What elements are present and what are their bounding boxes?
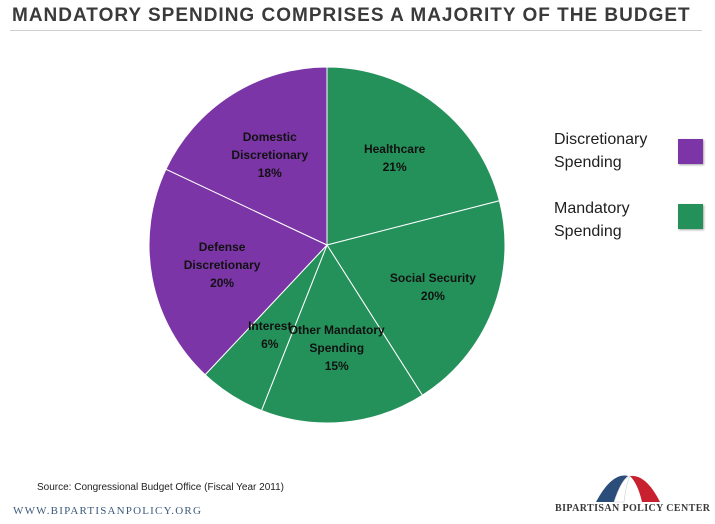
source-note: Source: Congressional Budget Office (Fis… — [37, 482, 284, 493]
slice-label: Healthcare 21% — [364, 142, 426, 174]
pie-slice — [260, 243, 424, 424]
legend-swatch-mandatory — [678, 204, 703, 229]
legend-label-mandatory: Mandatory Spending — [554, 200, 630, 240]
pie-slice — [326, 66, 501, 246]
slice-label: Social Security 20% — [390, 271, 476, 303]
chart-title: MANDATORY SPENDING COMPRISES A MAJORITY … — [12, 5, 691, 26]
organization-name: BIPARTISAN POLICY CENTER — [555, 503, 711, 514]
slice-label: Interest 6% — [248, 319, 291, 351]
slice-label: Domestic Discretionary 18% — [231, 130, 308, 180]
slice-label: Defense Discretionary 20% — [184, 240, 261, 290]
title-divider — [10, 30, 702, 31]
pie-slice — [326, 200, 506, 396]
website-link[interactable]: WWW.BIPARTISANPOLICY.ORG — [13, 505, 203, 517]
pie-slice — [165, 66, 328, 246]
slice-label: Other Mandatory Spending 15% — [289, 323, 385, 373]
pie-slice — [148, 168, 328, 376]
legend-swatch-discretionary — [678, 139, 703, 164]
bpc-logo-icon — [596, 475, 660, 503]
legend-label-discretionary: Discretionary Spending — [554, 131, 648, 171]
